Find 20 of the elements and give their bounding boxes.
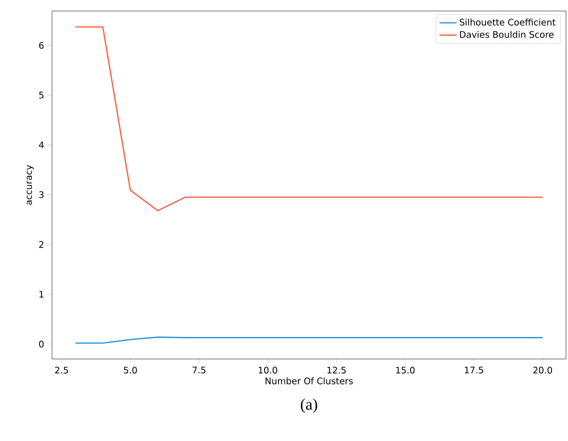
x-tick-label: 2.5 (55, 366, 68, 374)
text: (a) (300, 398, 318, 413)
y-tick-label: 4 (38, 142, 44, 148)
x-tick-label: 7.5 (192, 366, 206, 374)
x-axis-title: Number Of Clusters (266, 377, 353, 384)
y-tick-label: 0 (39, 340, 44, 348)
legend-label: Davies Bouldin Score (460, 30, 554, 38)
x-tick-label: 20.0 (533, 366, 552, 374)
y-tick-label: 6 (39, 42, 44, 49)
legend-label: Silhouette Coefficient (460, 18, 556, 26)
x-tick-label: 15.0 (396, 366, 415, 374)
y-tick-label: 5 (39, 92, 44, 98)
x-tick-label: 17.5 (464, 366, 484, 374)
y-tick-label: 3 (39, 191, 44, 198)
x-tick-label: 10.0 (258, 366, 278, 374)
y-tick-label: 2 (39, 241, 44, 248)
y-tick-label: 1 (40, 291, 44, 298)
x-tick-label: 12.5 (327, 366, 346, 374)
x-tick-label: 5.0 (124, 366, 137, 374)
y-axis-title: accuracy (26, 165, 34, 205)
